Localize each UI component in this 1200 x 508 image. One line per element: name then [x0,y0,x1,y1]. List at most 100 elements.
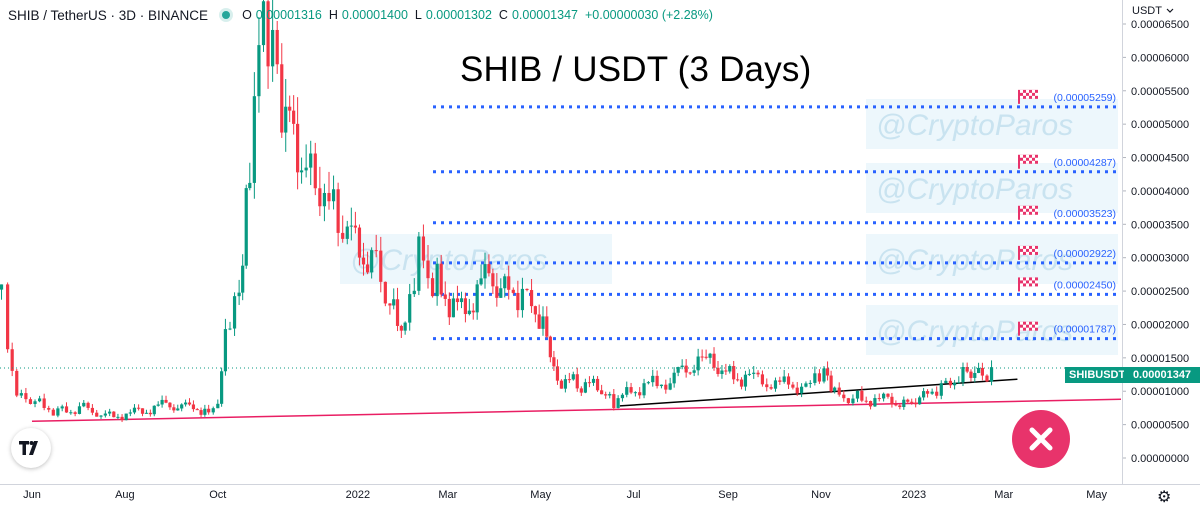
candle-body[interactable] [825,368,830,376]
candle-body[interactable] [357,227,362,258]
candle-body[interactable] [672,372,676,384]
candle-body[interactable] [361,257,366,265]
candle-body[interactable] [51,409,55,416]
candle-body[interactable] [898,405,902,408]
candle-body[interactable] [692,370,696,373]
candle-body[interactable] [873,398,877,407]
candle-body[interactable] [0,284,4,290]
candle-body[interactable] [732,366,736,380]
candle-body[interactable] [292,110,296,124]
candle-body[interactable] [257,45,261,97]
candle-body[interactable] [318,188,322,207]
candle-body[interactable] [782,376,786,382]
candle-body[interactable] [846,398,850,404]
candle-body[interactable] [28,399,33,404]
candle-body[interactable] [882,393,886,399]
candle-body[interactable] [985,375,989,382]
candle-body[interactable] [237,292,241,297]
candle-body[interactable] [304,167,308,171]
candle-body[interactable] [925,391,930,394]
candle-body[interactable] [33,401,37,404]
candle-body[interactable] [447,298,451,318]
candle-body[interactable] [571,374,575,380]
candle-body[interactable] [541,316,545,329]
candle-body[interactable] [479,278,483,285]
candle-body[interactable] [939,383,943,396]
candle-body[interactable] [804,383,808,387]
candle-body[interactable] [655,375,659,387]
candle-body[interactable] [886,393,890,397]
candle-body[interactable] [203,408,207,415]
candle-body[interactable] [799,386,804,394]
candle-body[interactable] [765,384,769,388]
candle-body[interactable] [365,264,370,273]
currency-selector[interactable]: USDT [1132,5,1174,17]
candle-body[interactable] [914,402,918,405]
candle-body[interactable] [813,373,817,383]
candle-body[interactable] [969,371,973,378]
candle-body[interactable] [19,393,23,396]
candle-body[interactable] [475,284,479,313]
gear-icon[interactable]: ⚙ [1157,489,1172,506]
candle-body[interactable] [455,298,460,303]
candle-body[interactable] [148,412,152,415]
candle-body[interactable] [403,322,407,331]
candle-body[interactable] [156,404,160,406]
candle-body[interactable] [629,387,633,393]
candle-body[interactable] [520,288,525,311]
candle-body[interactable] [769,387,773,389]
tradingview-logo-icon[interactable] [11,428,51,468]
candle-body[interactable] [563,379,567,389]
candle-body[interactable] [587,382,592,384]
candle-body[interactable] [176,408,180,411]
candle-body[interactable] [739,379,744,387]
candle-body[interactable] [299,170,304,173]
candle-body[interactable] [77,406,82,414]
candle-body[interactable] [60,406,64,409]
candle-body[interactable] [791,384,795,388]
candle-body[interactable] [191,404,196,410]
candle-body[interactable] [73,412,77,414]
candle-body[interactable] [392,299,396,306]
candle-body[interactable] [451,298,455,318]
candle-body[interactable] [211,408,215,413]
candle-body[interactable] [38,398,42,402]
candle-body[interactable] [555,366,560,381]
candle-body[interactable] [855,390,860,399]
candle-body[interactable] [833,387,837,392]
candle-body[interactable] [459,298,464,303]
close-x-icon[interactable] [1012,410,1070,468]
candle-body[interactable] [223,329,228,372]
candle-body[interactable] [688,372,692,374]
candle-body[interactable] [90,407,95,413]
candle-body[interactable] [463,298,468,315]
candle-body[interactable] [435,263,439,297]
candle-body[interactable] [471,310,475,313]
candle-body[interactable] [918,397,922,405]
candle-body[interactable] [612,394,616,408]
candle-body[interactable] [99,415,103,417]
candle-body[interactable] [736,379,740,381]
candle-body[interactable] [980,367,984,376]
candle-body[interactable] [353,225,357,228]
candle-body[interactable] [172,407,176,411]
candle-body[interactable] [327,192,331,202]
candle-body[interactable] [529,290,534,307]
candle-body[interactable] [822,368,826,382]
candle-body[interactable] [525,288,529,291]
candle-body[interactable] [120,416,124,421]
candle-body[interactable] [948,380,953,386]
candle-body[interactable] [47,407,51,410]
candle-body[interactable] [443,294,447,299]
candle-body[interactable] [140,408,145,414]
candle-body[interactable] [284,106,288,133]
candle-body[interactable] [646,382,651,384]
candle-body[interactable] [248,182,252,189]
candle-body[interactable] [989,367,994,382]
candle-body[interactable] [957,382,961,384]
candle-body[interactable] [15,370,19,396]
candle-body[interactable] [716,367,720,375]
candle-body[interactable] [773,380,778,389]
candle-body[interactable] [412,290,416,295]
candle-body[interactable] [591,378,596,383]
